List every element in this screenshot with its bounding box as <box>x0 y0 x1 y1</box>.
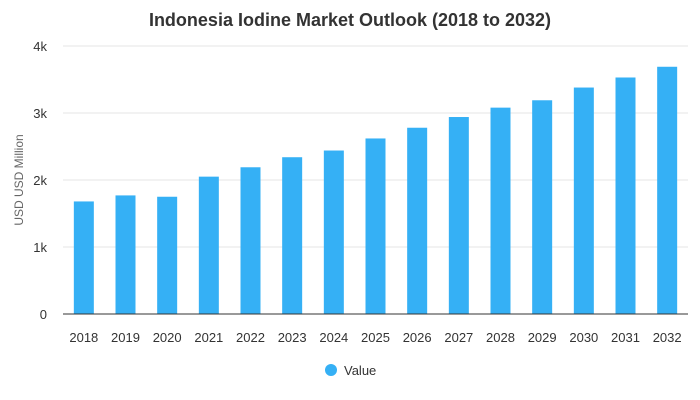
bar-2020[interactable] <box>157 196 178 314</box>
legend-label: Value <box>344 363 376 378</box>
bar-2023[interactable] <box>282 157 303 314</box>
bar-2030[interactable] <box>573 87 594 314</box>
chart-title: Indonesia Iodine Market Outlook (2018 to… <box>149 10 551 30</box>
x-tick-label: 2027 <box>444 330 473 345</box>
x-tick-label: 2029 <box>528 330 557 345</box>
bar-2024[interactable] <box>323 150 344 314</box>
x-tick-label: 2023 <box>278 330 307 345</box>
x-tick-label: 2019 <box>111 330 140 345</box>
bar-2026[interactable] <box>407 127 428 315</box>
x-tick-label: 2021 <box>194 330 223 345</box>
y-axis-title: USD USD Million <box>12 134 26 225</box>
y-tick-label: 2k <box>33 173 47 188</box>
legend-swatch <box>325 364 337 376</box>
x-tick-label: 2026 <box>403 330 432 345</box>
bar-2018[interactable] <box>73 201 94 314</box>
bar-2019[interactable] <box>115 195 136 314</box>
x-tick-label: 2022 <box>236 330 265 345</box>
y-tick-label: 3k <box>33 106 47 121</box>
bar-2025[interactable] <box>365 138 386 314</box>
bar-2028[interactable] <box>490 107 511 314</box>
x-tick-label: 2025 <box>361 330 390 345</box>
x-tick-label: 2018 <box>69 330 98 345</box>
y-axis-ticks: 0 1k 2k 3k 4k <box>33 39 47 322</box>
y-tick-label: 1k <box>33 240 47 255</box>
bar-2021[interactable] <box>198 176 219 314</box>
bar-2022[interactable] <box>240 167 261 314</box>
x-tick-label: 2020 <box>153 330 182 345</box>
bar-2032[interactable] <box>657 66 678 315</box>
x-axis-ticks: 2018 2019 2020 2021 2022 2023 2024 2025 2026 2027… <box>69 330 681 345</box>
x-tick-label: 2031 <box>611 330 640 345</box>
x-tick-label: 2032 <box>653 330 682 345</box>
y-tick-label: 0 <box>40 307 47 322</box>
legend[interactable]: Value <box>325 363 376 378</box>
y-tick-label: 4k <box>33 39 47 54</box>
bar-2029[interactable] <box>532 100 553 315</box>
bar-2031[interactable] <box>615 77 636 315</box>
bar-2027[interactable] <box>448 117 469 315</box>
x-tick-label: 2028 <box>486 330 515 345</box>
x-tick-label: 2024 <box>319 330 348 345</box>
bars <box>73 66 678 315</box>
x-tick-label: 2030 <box>569 330 598 345</box>
